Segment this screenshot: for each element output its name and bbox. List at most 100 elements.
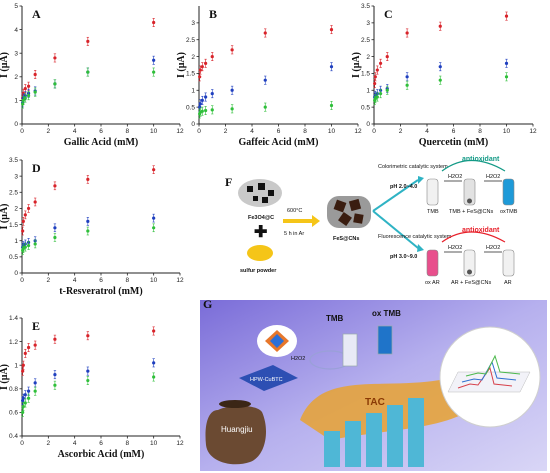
- fluorescence-label: Fluorescence catalytic system: [378, 234, 452, 240]
- panel-label: C: [384, 7, 393, 21]
- data-point-green: [152, 70, 156, 74]
- data-point-green: [23, 96, 27, 100]
- x-tick-label: 8: [126, 440, 130, 447]
- data-point-blue: [438, 65, 442, 69]
- tube-label-ar-fes: AR + FeS@CNs: [451, 280, 492, 286]
- x-axis-label: Ascorbic Acid (mM): [58, 449, 145, 460]
- data-point-green: [86, 378, 90, 383]
- data-point-red: [86, 39, 90, 44]
- y-tick-label: 1: [14, 238, 18, 245]
- y-tick-label: 3: [366, 20, 370, 27]
- tube-tmb: [426, 178, 439, 206]
- y-tick-label: 0.5: [361, 104, 370, 111]
- data-point-red: [26, 84, 31, 88]
- x-axis-label: t-Resveratrol (mM): [59, 286, 142, 297]
- x-tick-label: 2: [47, 440, 51, 447]
- data-point-red: [373, 81, 377, 86]
- data-point-blue: [23, 393, 27, 397]
- data-point-red: [438, 24, 442, 28]
- data-point-green: [21, 410, 25, 414]
- data-point-blue: [405, 75, 409, 79]
- data-point-blue: [504, 61, 509, 65]
- tmb-label: TMB: [326, 314, 344, 323]
- data-point-green: [405, 83, 409, 87]
- data-point-blue: [53, 226, 57, 230]
- chart-b: 0 2 4 6 8 10 12 0 0.5 1 1.5 2 2.5 3 Gaffeic Acid (mM) I…: [176, 6, 362, 148]
- x-tick-label: 8: [126, 277, 130, 284]
- x-tick-label: 2: [399, 128, 403, 135]
- x-tick-label: 6: [99, 128, 103, 135]
- x-tick-label: 4: [425, 128, 429, 135]
- oxtmb-cuvette: [377, 325, 393, 355]
- x-axis-label: Gaffeic Acid (mM): [239, 137, 319, 148]
- y-axis-label: I (μA): [0, 364, 10, 390]
- panel-g-label: G: [203, 297, 212, 311]
- y-tick-label: 2.5: [186, 37, 195, 44]
- data-point-red: [33, 200, 37, 204]
- x-tick-label: 6: [99, 277, 103, 284]
- x-tick-label: 10: [150, 128, 158, 135]
- data-point-green: [33, 389, 37, 393]
- fe3o4-label: Fe3O4@C: [248, 215, 274, 221]
- cube-4: [387, 405, 403, 467]
- h2o2-top-2: H2O2: [486, 174, 500, 180]
- x-tick-label: 2: [47, 128, 51, 135]
- x-tick-label: 12: [176, 277, 184, 284]
- data-point-blue: [329, 65, 334, 69]
- data-point-green: [230, 107, 234, 111]
- huangjiu-jar: [205, 405, 266, 465]
- data-point-red: [230, 48, 234, 52]
- data-point-green: [86, 70, 90, 74]
- data-point-green: [152, 375, 156, 379]
- y-tick-label: 3.5: [9, 157, 18, 164]
- y-tick-label: 3: [14, 50, 18, 57]
- colorimetric-ph: pH 2.0~4.0: [390, 184, 417, 190]
- data-point-red: [198, 68, 202, 72]
- sulfur-label: sulfur powder: [240, 268, 277, 274]
- cube-2: [345, 421, 361, 467]
- data-point-blue: [33, 381, 37, 385]
- y-tick-label: 3: [191, 20, 195, 27]
- panel-g-h2o2: H2O2: [291, 356, 305, 362]
- antioxidant-top-arc: [441, 160, 506, 172]
- tube-tmb-fes: [463, 178, 476, 206]
- tube-label-oxtmb: oxTMB: [500, 209, 518, 215]
- tmb-cuvette: [342, 333, 358, 367]
- data-point-green: [504, 75, 509, 79]
- data-point-red: [204, 61, 208, 65]
- tac-label: TAC: [365, 397, 385, 408]
- arrow-to-fluorescence: [372, 210, 419, 249]
- data-point-green: [53, 235, 57, 240]
- nanozyme-label: HPW-CuBTC: [250, 377, 283, 383]
- data-point-red: [21, 369, 25, 373]
- x-axis-label: Gallic Acid (mM): [64, 137, 138, 148]
- x-tick-label: 2: [47, 277, 51, 284]
- data-point-red: [385, 54, 389, 59]
- data-point-red: [53, 56, 57, 60]
- colorimetric-label: Colorimetric catalytic system: [378, 164, 448, 170]
- x-tick-label: 6: [277, 128, 281, 135]
- data-point-red: [26, 345, 31, 350]
- panel-label: A: [32, 7, 41, 21]
- antioxidant-top-label: antioxidant: [462, 156, 500, 163]
- x-tick-label: 10: [328, 128, 336, 135]
- x-tick-label: 10: [503, 128, 511, 135]
- data-point-red: [210, 54, 214, 59]
- tube-label-tmb-fes: TMB + FeS@CNs: [449, 209, 493, 215]
- x-tick-label: 6: [452, 128, 456, 135]
- y-tick-label: 2: [366, 54, 370, 61]
- antioxidant-bottom-arc: [441, 231, 506, 243]
- y-tick-label: 0: [191, 121, 195, 128]
- data-point-green: [23, 245, 27, 249]
- data-point-red: [21, 363, 25, 367]
- x-tick-label: 4: [73, 128, 77, 135]
- y-tick-label: 1: [366, 87, 370, 94]
- data-point-red: [152, 20, 156, 25]
- y-tick-label: 0: [366, 121, 370, 128]
- y-tick-label: 1.2: [9, 339, 18, 346]
- fes-cns-image: [327, 196, 371, 228]
- data-point-red: [152, 168, 156, 172]
- huangjiu-label: Huangjiu: [221, 425, 253, 434]
